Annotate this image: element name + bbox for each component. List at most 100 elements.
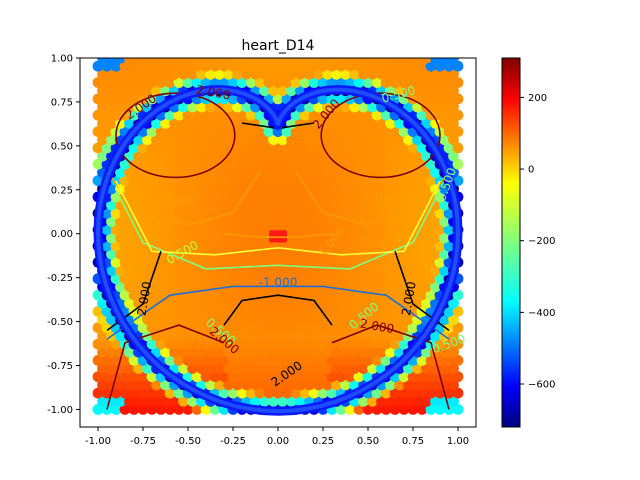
hex-cell: [308, 240, 320, 252]
hex-cell: [187, 183, 198, 195]
hex-cell: [146, 338, 158, 350]
hex-cell: [254, 175, 266, 187]
hex-cell: [110, 175, 122, 187]
hex-cell: [322, 330, 333, 342]
hex-cell: [331, 314, 342, 325]
hex-cell: [295, 216, 306, 227]
hex-cell: [394, 314, 405, 325]
hex-cell: [245, 60, 257, 72]
hex-cell: [133, 281, 144, 293]
hex-cell: [119, 289, 131, 301]
hex-cell: [191, 191, 203, 203]
hex-cell: [178, 167, 189, 178]
hex-cell: [439, 232, 450, 244]
contour-label: 1.000: [372, 195, 406, 209]
hex-cell: [304, 330, 315, 342]
hex-cell: [335, 224, 347, 236]
hex-cell: [218, 93, 230, 105]
hex-cell: [353, 404, 365, 415]
hex-cell: [164, 77, 176, 88]
hex-cell: [308, 371, 320, 383]
hex-cell: [290, 142, 302, 154]
hex-cell: [200, 240, 212, 252]
hex-cell: [263, 191, 275, 203]
hex-cell: [146, 126, 158, 137]
hex-cell: [317, 338, 329, 350]
hex-cell: [349, 58, 360, 64]
hex-cell: [412, 85, 423, 97]
hex-cell: [128, 60, 140, 72]
y-tick-label: -0.75: [47, 361, 73, 372]
hex-cell: [367, 297, 378, 309]
hex-cell: [353, 306, 365, 317]
x-tick-label: 0.50: [357, 436, 379, 447]
hex-cell: [218, 126, 230, 137]
colorbar-tick-label: −200: [528, 236, 555, 247]
hex-cell: [322, 297, 333, 309]
hex-cell: [358, 68, 369, 80]
hex-cell: [448, 150, 459, 162]
hex-cell: [214, 134, 225, 146]
hex-cell: [106, 346, 117, 358]
heart-boundary: [93, 85, 463, 416]
hex-cell: [344, 273, 356, 285]
hex-cell: [236, 322, 248, 334]
hex-cell: [286, 297, 297, 309]
colorbar-tick-label: −600: [528, 380, 555, 391]
hex-cell: [434, 256, 446, 268]
hex-cell: [403, 101, 414, 113]
hex-cell: [421, 85, 432, 97]
hex-cell: [133, 265, 144, 276]
hex-cell: [259, 297, 270, 309]
hex-cell: [97, 346, 108, 358]
hex-cell: [326, 387, 338, 399]
hex-cell: [241, 330, 252, 342]
hex-cell: [236, 77, 248, 88]
hex-cell: [232, 101, 243, 113]
hex-cell: [407, 273, 419, 285]
y-tick-label: 0.00: [51, 229, 73, 240]
hex-cell: [335, 273, 347, 285]
hex-cell: [272, 142, 284, 154]
hex-cell: [146, 322, 158, 334]
hex-cell: [205, 134, 216, 146]
hex-cell: [232, 118, 243, 129]
hex-cell: [164, 126, 176, 137]
hex-cell: [434, 404, 446, 415]
hex-cell: [101, 338, 113, 350]
hex-cell: [367, 363, 378, 374]
hex-cell: [268, 58, 279, 64]
hex-cell: [245, 77, 257, 88]
hex-cell: [259, 265, 270, 276]
hex-cell: [182, 175, 194, 187]
contour-green: [115, 189, 441, 270]
hex-cell: [295, 395, 306, 407]
hex-cell: [398, 338, 410, 350]
hex-cell: [254, 207, 266, 219]
hex-cell: [425, 224, 437, 236]
hex-cell: [452, 355, 464, 366]
hex-cell: [281, 306, 293, 317]
hex-cell: [146, 289, 158, 301]
hex-cell: [295, 183, 306, 195]
hex-cell: [385, 134, 396, 146]
hex-cell: [151, 118, 162, 129]
hex-cell: [209, 371, 221, 383]
hex-cell: [353, 175, 365, 187]
hex-cell: [250, 134, 261, 146]
contour-lobe-right: [320, 92, 441, 179]
hex-cell: [295, 68, 306, 80]
hex-cell: [101, 93, 113, 105]
hex-cell: [290, 77, 302, 88]
hex-cell: [358, 297, 369, 309]
hex-cell: [259, 216, 270, 227]
hex-cell: [367, 58, 378, 64]
hex-cell: [263, 371, 275, 383]
hex-cell: [430, 85, 441, 97]
hex-cell: [227, 355, 239, 366]
hex-cell: [164, 273, 176, 285]
hex-cell: [416, 387, 428, 399]
hex-cell: [137, 60, 149, 72]
hex-cell: [182, 191, 194, 203]
hex-cell: [119, 175, 131, 187]
